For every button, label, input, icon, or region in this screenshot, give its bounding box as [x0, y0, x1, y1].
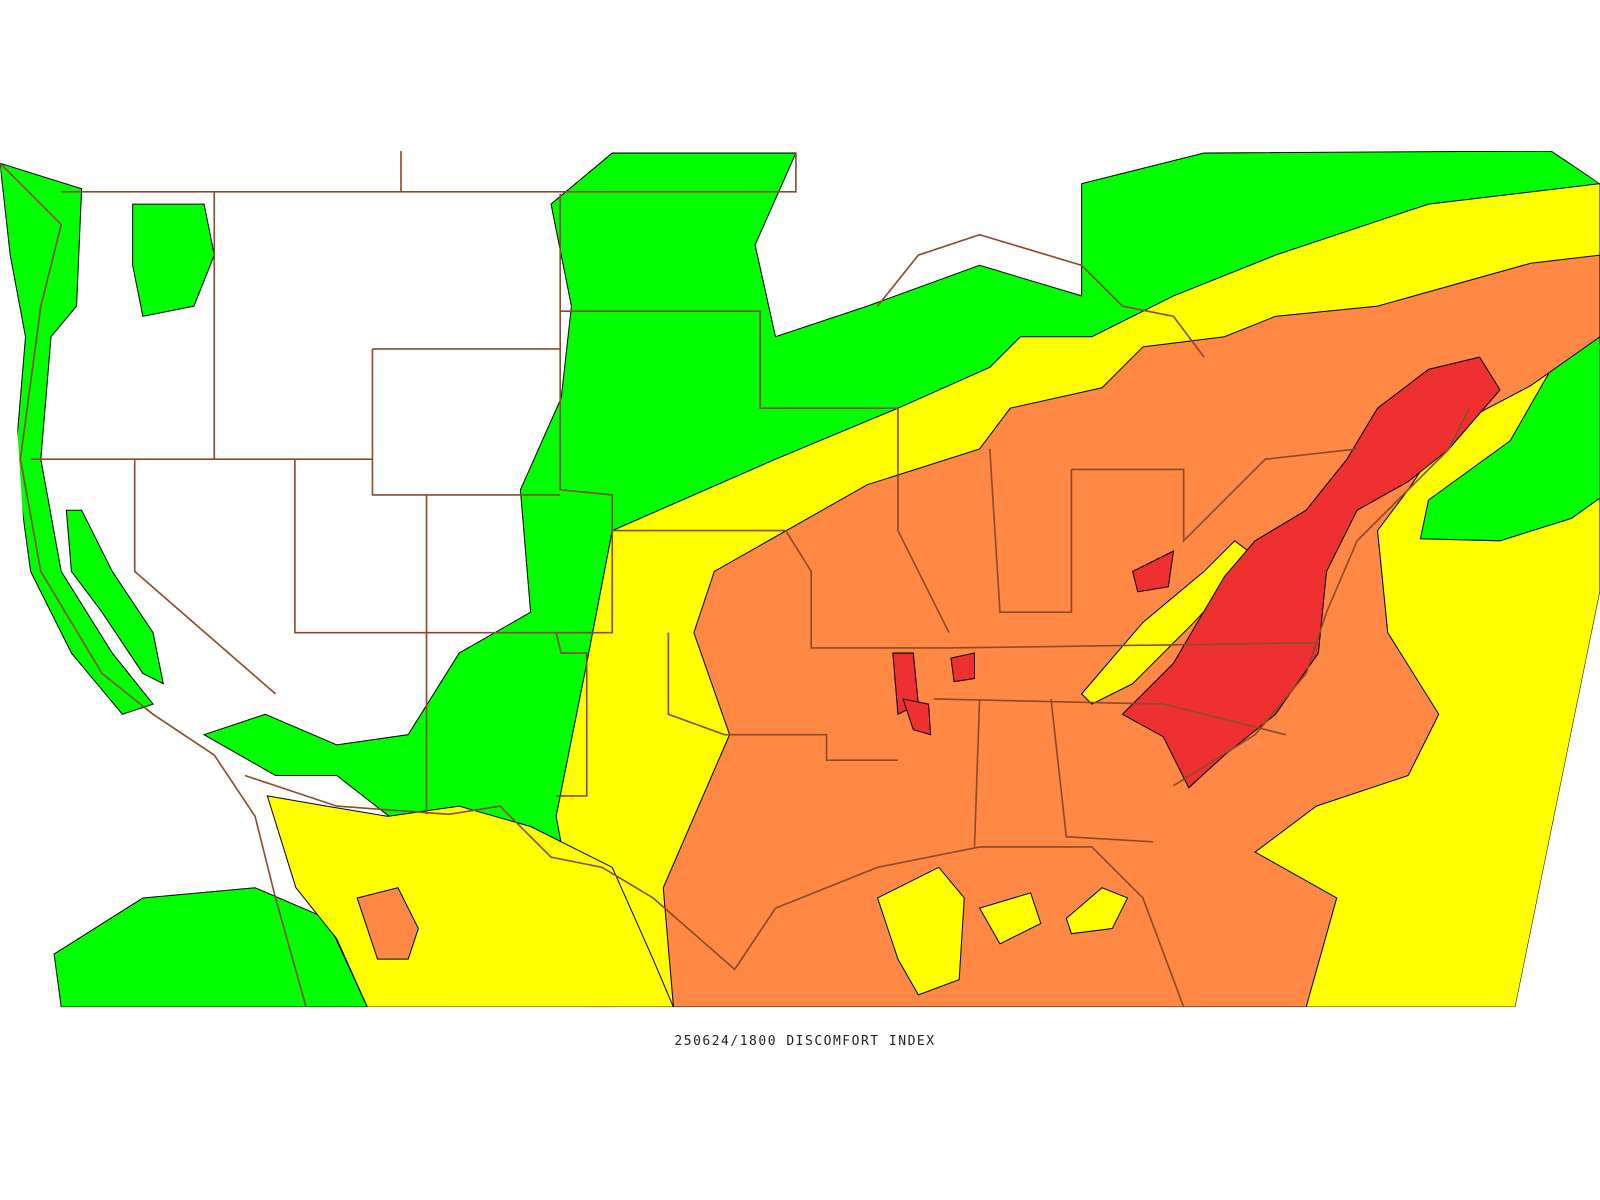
green-zone [1419, 335, 1600, 542]
border [667, 632, 898, 762]
border [133, 459, 277, 695]
border [0, 162, 307, 1008]
map-caption: 250624/1800 DISCOMFORT INDEX [674, 1034, 935, 1049]
border [612, 529, 949, 649]
border [876, 233, 1205, 358]
green-zone [0, 162, 154, 715]
yellow-zone [978, 892, 1042, 945]
border [560, 310, 898, 409]
contour-fields [0, 151, 1600, 1008]
border [897, 408, 950, 634]
green-zone [65, 509, 164, 685]
red-zone [1132, 550, 1175, 593]
border [244, 774, 1185, 1008]
border [61, 153, 797, 193]
boundaries [0, 151, 1471, 1008]
border [1050, 698, 1154, 843]
border [973, 698, 981, 847]
map [0, 151, 1600, 1008]
yellow-zone [876, 866, 965, 996]
border [948, 642, 1317, 649]
border [294, 459, 561, 634]
border [988, 448, 1073, 614]
orange-zone [356, 887, 419, 960]
yellow-zone [266, 795, 675, 1008]
yellow-zone [1065, 887, 1129, 935]
border [933, 698, 1286, 736]
border [1173, 407, 1471, 787]
red-zone [902, 698, 932, 736]
green-zone [132, 203, 215, 317]
border [1071, 448, 1358, 543]
border [371, 348, 561, 496]
red-zone [950, 652, 975, 683]
